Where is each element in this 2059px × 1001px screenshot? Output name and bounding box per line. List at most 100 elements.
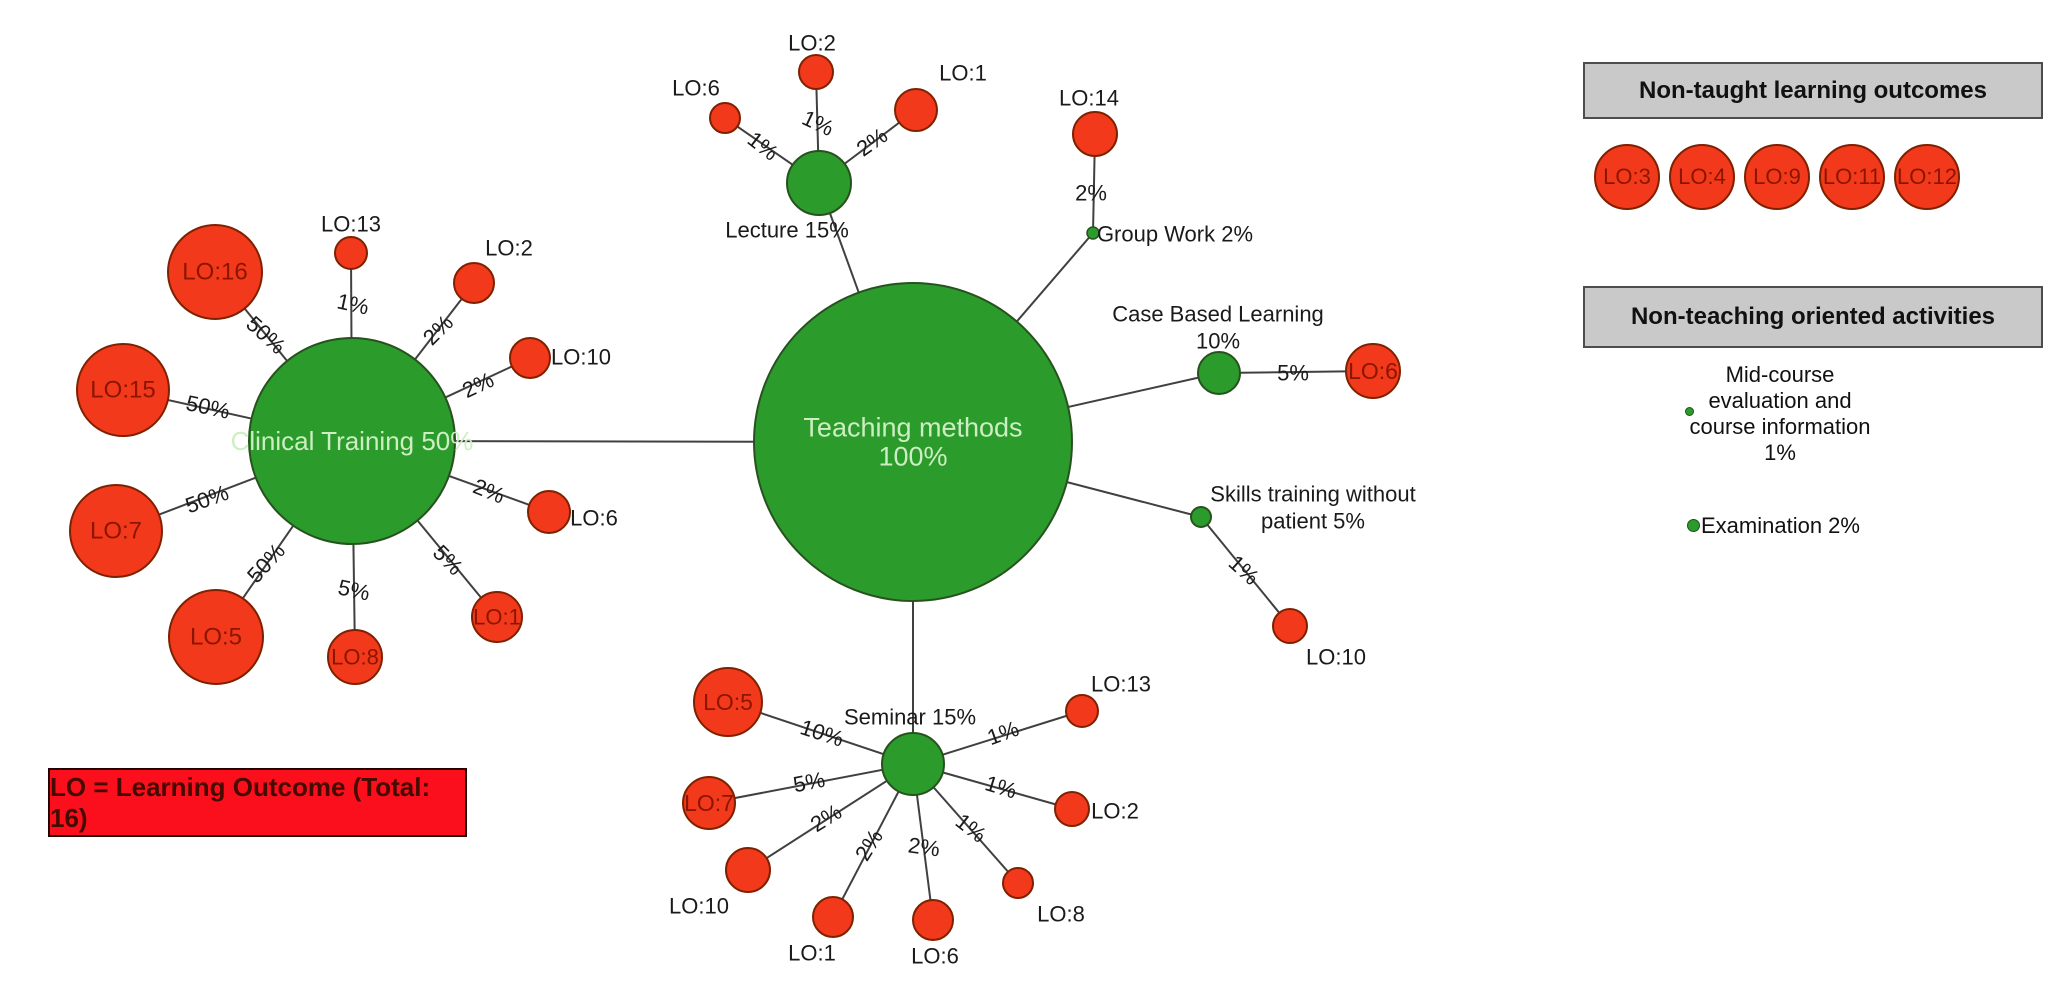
node-label-ct_lo6: LO:6 — [570, 506, 618, 531]
edge-label-seminar-sem_lo7: 5% — [791, 767, 827, 798]
midcourse-evaluation-label: Mid-course evaluation and course informati… — [1652, 362, 1908, 466]
node-cbl — [1197, 351, 1241, 395]
examination-label: Examination 2% — [1701, 513, 1860, 538]
node-label-ct_lo13: LO:13 — [321, 212, 381, 237]
edge-label-cbl-cbl_lo6: 5% — [1277, 361, 1309, 386]
node-ct_lo15 — [76, 343, 170, 437]
examination-activity-dot — [1687, 519, 1700, 532]
midcourse-evaluation-line: course information — [1689, 414, 1871, 439]
edge-label-seminar-sem_lo1: 2% — [850, 825, 888, 865]
node-sk_lo10 — [1272, 608, 1308, 644]
edge-label-seminar-sem_lo13: 1% — [984, 716, 1022, 750]
edge-label-seminar-sem_lo2: 1% — [982, 770, 1020, 803]
node-sem_lo6 — [912, 899, 954, 941]
legend-outcome-lo11: LO:11 — [1819, 144, 1885, 210]
node-label-lec_lo1: LO:1 — [939, 61, 987, 86]
edge-label-lecture-lec_lo1: 2% — [852, 123, 892, 162]
node-sem_lo10 — [725, 847, 771, 893]
edge-label-groupwork-gw_lo14: 2% — [1075, 181, 1107, 206]
node-ct_lo2 — [453, 262, 495, 304]
legend-non-taught-title: Non-taught learning outcomes — [1639, 76, 1987, 104]
node-label-tm: 100% — [878, 442, 947, 472]
node-lecture — [786, 150, 852, 216]
edge-label-lecture-lec_lo2: 1% — [798, 105, 837, 141]
node-label-sem_lo7: LO:7 — [684, 790, 734, 816]
node-lec_lo2 — [798, 54, 834, 90]
node-label-ct_lo1: LO:1 — [473, 605, 521, 630]
edge-label-ct-ct_lo15: 50% — [184, 390, 232, 424]
node-label-ct_lo16: LO:16 — [182, 259, 247, 286]
node-seminar — [881, 732, 945, 796]
edge-label-ct-ct_lo2: 2% — [418, 310, 458, 350]
non-taught-outcomes-row: LO:3 LO:4 LO:9 LO:11 LO:12 — [1594, 144, 1960, 210]
node-label-lecture: Lecture 15% — [725, 218, 849, 243]
node-ct_lo5 — [168, 589, 264, 685]
edge-label-ct-ct_lo13: 1% — [335, 288, 371, 319]
node-skills — [1190, 506, 1212, 528]
legend-outcome-lo9: LO:9 — [1744, 144, 1810, 210]
midcourse-activity-dot — [1685, 407, 1694, 416]
node-groupwork — [1086, 226, 1100, 240]
node-sem_lo2 — [1054, 791, 1090, 827]
node-label-sem_lo8: LO:8 — [1037, 902, 1085, 927]
node-ct_lo1 — [471, 591, 523, 643]
legend-non-teaching-title: Non-teaching oriented activities — [1630, 303, 1996, 330]
node-sem_lo8 — [1002, 867, 1034, 899]
edge-label-ct-ct_lo6: 2% — [470, 473, 509, 508]
node-label-sem_lo10: LO:10 — [669, 894, 729, 919]
node-tm — [753, 282, 1073, 602]
node-ct_lo10 — [509, 337, 551, 379]
edge-label-seminar-sem_lo6: 2% — [907, 832, 942, 861]
legend-non-taught-outcomes-header: Non-taught learning outcomes — [1583, 62, 2043, 119]
node-label-skills: Skills training without — [1210, 482, 1415, 507]
node-ct_lo13 — [334, 236, 368, 270]
node-sem_lo13 — [1065, 694, 1099, 728]
node-label-ct_lo7: LO:7 — [90, 518, 142, 545]
edge-label-ct-ct_lo10: 2% — [458, 367, 497, 403]
node-ct_lo7 — [69, 484, 163, 578]
node-cbl_lo6 — [1345, 343, 1401, 399]
node-label-ct_lo15: LO:15 — [90, 377, 155, 404]
node-label-sem_lo1: LO:1 — [788, 941, 836, 966]
node-label-cbl: Case Based Learning — [1112, 302, 1324, 327]
node-label-sem_lo6: LO:6 — [911, 944, 959, 969]
midcourse-evaluation-line: 1% — [1764, 440, 1796, 465]
node-label-lec_lo6: LO:6 — [672, 76, 720, 101]
node-ct_lo6 — [527, 490, 571, 534]
edge-label-seminar-sem_lo5: 10% — [797, 714, 847, 751]
node-label-ct_lo10: LO:10 — [551, 345, 611, 370]
lo-abbreviation-key-box: LO = Learning Outcome (Total: 16) — [48, 768, 467, 837]
midcourse-evaluation-line: evaluation and — [1708, 388, 1852, 413]
node-ct_lo8 — [327, 629, 383, 685]
midcourse-evaluation-line: Mid-course — [1725, 362, 1835, 387]
node-label-cbl_lo6: LO:6 — [1348, 358, 1398, 384]
edge-label-lecture-lec_lo6: 1% — [743, 126, 783, 165]
edge-label-skills-sk_lo10: 1% — [1224, 550, 1264, 590]
node-lec_lo1 — [894, 88, 938, 132]
node-label-gw_lo14: LO:14 — [1059, 86, 1119, 111]
legend-outcome-lo3: LO:3 — [1594, 144, 1660, 210]
edge-label-ct-ct_lo7: 50% — [182, 480, 232, 519]
node-label-tm: Teaching methods — [803, 413, 1022, 443]
node-label-sem_lo5: LO:5 — [703, 689, 753, 715]
legend-non-teaching-activities-header: Non-teaching oriented activities — [1583, 286, 2043, 348]
node-ct — [248, 337, 456, 545]
node-label-sem_lo13: LO:13 — [1091, 672, 1151, 697]
node-sem_lo7 — [682, 776, 736, 830]
node-label-lec_lo2: LO:2 — [788, 31, 836, 56]
edge-label-ct-ct_lo16: 50% — [241, 311, 290, 359]
edge-seminar-sem_lo7 — [708, 763, 914, 804]
edge-skills-sk_lo10 — [1200, 516, 1291, 627]
node-gw_lo14 — [1072, 111, 1118, 157]
node-label-ct_lo5: LO:5 — [190, 624, 242, 651]
node-label-ct_lo8: LO:8 — [331, 645, 379, 670]
edge-label-seminar-sem_lo10: 2% — [806, 799, 846, 837]
legend-outcome-lo12: LO:12 — [1894, 144, 1960, 210]
lo-abbreviation-key-text: LO = Learning Outcome (Total: 16) — [50, 771, 431, 833]
node-label-seminar: Seminar 15% — [844, 705, 976, 730]
node-label-ct_lo2: LO:2 — [485, 236, 533, 261]
node-sem_lo1 — [812, 896, 854, 938]
node-label-cbl: 10% — [1196, 329, 1240, 354]
